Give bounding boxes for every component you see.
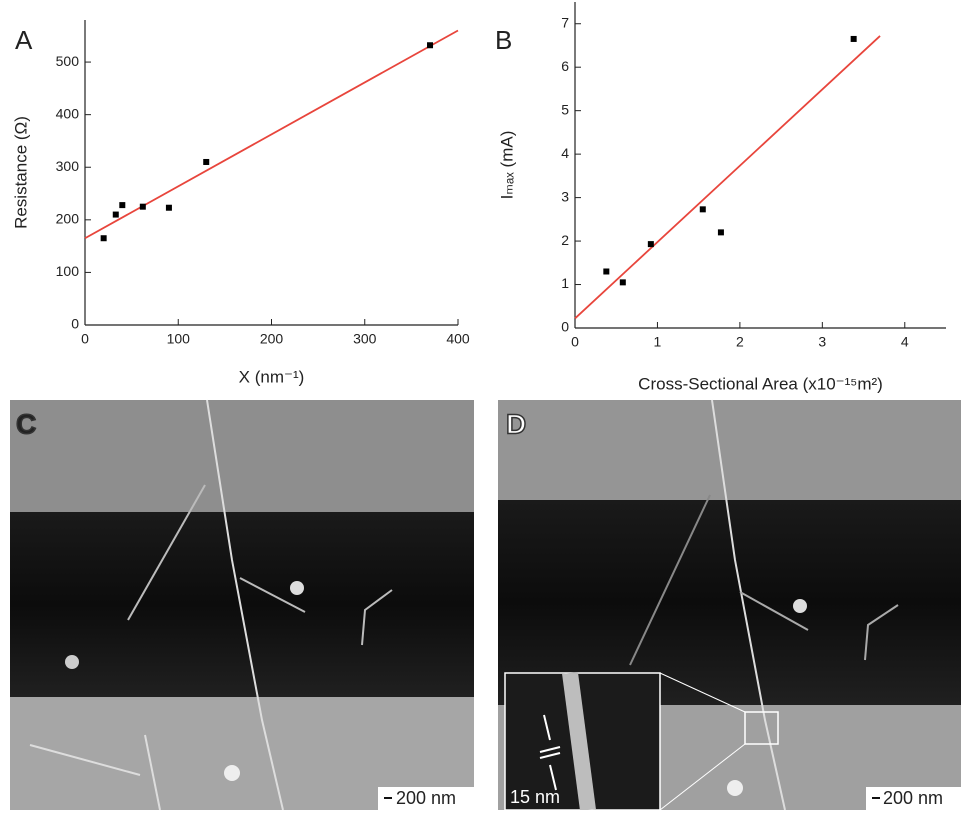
x-tick-label: 300 xyxy=(353,331,377,347)
fit-line xyxy=(574,35,881,320)
x-tick-label: 200 xyxy=(260,331,284,347)
point xyxy=(119,202,126,209)
y-tick-label: 1 xyxy=(561,275,569,291)
scale-bar-label: 200 nm xyxy=(883,788,943,808)
point xyxy=(699,206,706,213)
x-tick-label: 3 xyxy=(818,334,826,350)
x-tick-label: 0 xyxy=(571,334,579,350)
point xyxy=(427,42,434,49)
y-tick-label: 4 xyxy=(561,145,569,161)
y-tick-label: 100 xyxy=(56,263,80,279)
panel-label: C xyxy=(16,408,36,439)
micrograph-c: 200 nm C xyxy=(10,399,474,811)
y-tick-label: 0 xyxy=(561,319,569,335)
x-axis-label: Cross-Sectional Area (x10⁻¹⁵m²) xyxy=(638,374,883,393)
x-tick-label: 400 xyxy=(446,331,470,347)
x-axis-label: X (nm⁻¹) xyxy=(239,367,305,386)
point xyxy=(619,279,626,286)
y-tick-label: 0 xyxy=(71,316,79,332)
point xyxy=(603,268,610,275)
micrograph-d: 15 nm 200 nm D xyxy=(498,399,961,812)
y-axis-label: Iₘₐₓ (mA) xyxy=(497,131,516,200)
y-tick-label: 3 xyxy=(561,188,569,204)
y-axis-label: Resistance (Ω) xyxy=(11,116,30,229)
y-tick-label: 300 xyxy=(56,158,80,174)
point xyxy=(139,203,146,210)
y-tick-label: 2 xyxy=(561,232,569,248)
panel-label: B xyxy=(495,25,512,55)
y-tick-label: 5 xyxy=(561,101,569,117)
point xyxy=(112,211,119,218)
y-tick-label: 400 xyxy=(56,105,80,121)
x-tick-label: 0 xyxy=(81,331,89,347)
x-tick-label: 100 xyxy=(167,331,191,347)
y-tick-label: 200 xyxy=(56,211,80,227)
point xyxy=(647,241,654,248)
point xyxy=(717,229,724,236)
y-tick-label: 7 xyxy=(561,14,569,30)
point xyxy=(165,204,172,211)
x-tick-label: 1 xyxy=(654,334,662,350)
panel-label: A xyxy=(15,25,33,55)
x-tick-label: 4 xyxy=(901,334,909,350)
fit-line xyxy=(84,29,459,240)
point xyxy=(100,235,107,242)
y-tick-label: 6 xyxy=(561,58,569,74)
point xyxy=(850,35,857,42)
scale-bar-label: 200 nm xyxy=(396,788,456,808)
panel-label: D xyxy=(506,408,526,439)
y-tick-label: 500 xyxy=(56,53,80,69)
x-tick-label: 2 xyxy=(736,334,744,350)
inset-label: 15 nm xyxy=(510,787,560,807)
point xyxy=(203,158,210,165)
